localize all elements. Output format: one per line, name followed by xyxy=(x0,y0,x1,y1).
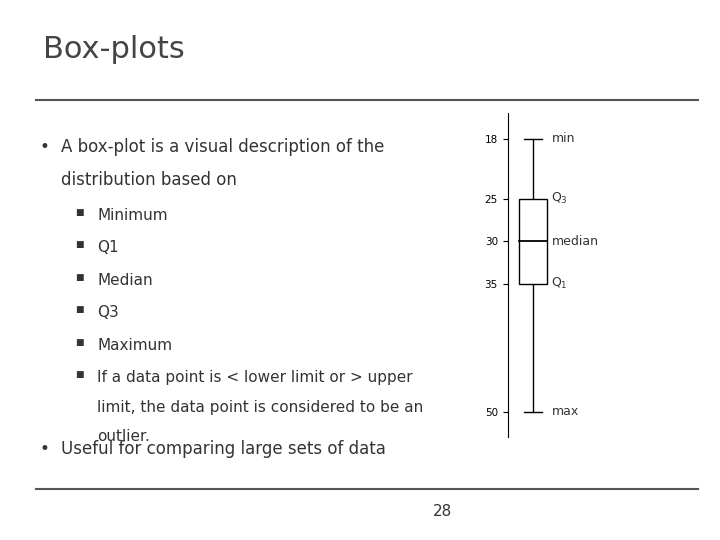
Text: Minimum: Minimum xyxy=(97,208,168,223)
Text: If a data point is < lower limit or > upper: If a data point is < lower limit or > up… xyxy=(97,370,413,385)
Text: ■: ■ xyxy=(76,273,84,282)
Text: 28: 28 xyxy=(433,504,452,519)
Text: distribution based on: distribution based on xyxy=(61,171,237,189)
Text: Q1: Q1 xyxy=(97,240,119,255)
Text: ■: ■ xyxy=(76,305,84,314)
Text: min: min xyxy=(552,132,575,145)
Text: ■: ■ xyxy=(76,338,84,347)
Text: outlier.: outlier. xyxy=(97,429,150,444)
Text: limit, the data point is considered to be an: limit, the data point is considered to b… xyxy=(97,400,423,415)
Text: median: median xyxy=(552,235,598,248)
Text: Useful for comparing large sets of data: Useful for comparing large sets of data xyxy=(61,440,386,458)
Text: Q3: Q3 xyxy=(97,305,119,320)
Text: ■: ■ xyxy=(76,208,84,217)
Text: A box-plot is a visual description of the: A box-plot is a visual description of th… xyxy=(61,138,384,156)
Text: Box-plots: Box-plots xyxy=(43,35,185,64)
Text: ■: ■ xyxy=(76,240,84,249)
Text: •: • xyxy=(40,138,50,156)
Text: Q$_3$: Q$_3$ xyxy=(552,191,568,206)
Text: max: max xyxy=(552,406,579,419)
Text: Q$_1$: Q$_1$ xyxy=(552,276,568,292)
Text: Maximum: Maximum xyxy=(97,338,172,353)
Text: Median: Median xyxy=(97,273,153,288)
Text: •: • xyxy=(40,440,50,458)
Bar xyxy=(519,199,547,284)
Text: ■: ■ xyxy=(76,370,84,379)
